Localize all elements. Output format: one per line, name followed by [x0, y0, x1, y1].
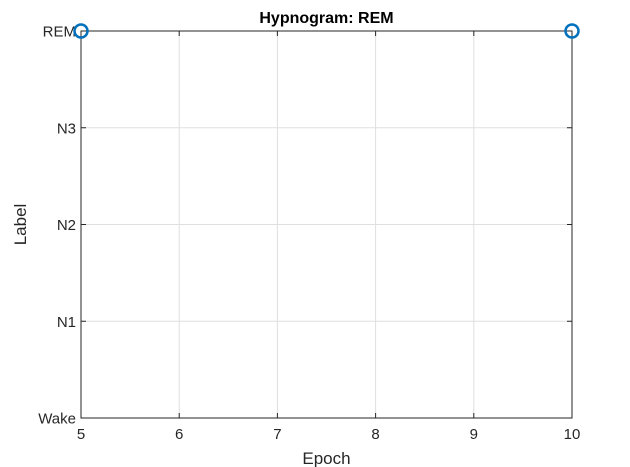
x-tick-label: 5	[77, 426, 85, 443]
data-markers	[73, 23, 580, 39]
plot-area-frame	[80, 30, 573, 419]
x-tick-labels: 5 6 7 8 9 10	[77, 426, 581, 443]
x-axis-label: Epoch	[302, 449, 350, 467]
x-tick-label: 8	[371, 426, 379, 443]
chart-title: Hypnogram: REM	[259, 10, 393, 27]
y-tick-label: N2	[57, 217, 76, 234]
y-tick-labels: Wake N1 N2 N3 REM	[38, 24, 76, 428]
data-point	[564, 23, 580, 39]
x-tick-label: 10	[564, 426, 581, 443]
y-tick-label: N3	[57, 120, 76, 137]
data-point	[73, 23, 89, 39]
y-axis-label: Label	[11, 204, 30, 246]
y-tick-label: Wake	[38, 411, 76, 428]
y-tick-label: REM	[43, 24, 76, 41]
x-tick-label: 6	[175, 426, 183, 443]
x-tick-label: 9	[470, 426, 478, 443]
y-tick-label: N1	[57, 314, 76, 331]
x-tick-label: 7	[273, 426, 281, 443]
grid	[80, 30, 573, 419]
